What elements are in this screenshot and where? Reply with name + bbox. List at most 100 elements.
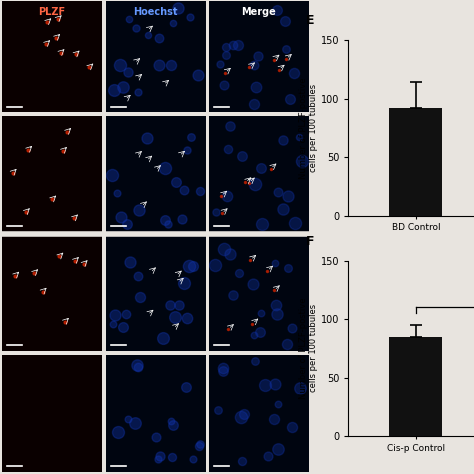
Point [167, 61, 175, 69]
Point [274, 188, 282, 196]
Point [250, 100, 257, 108]
Point [256, 328, 264, 336]
Bar [389, 108, 442, 216]
Point [189, 455, 196, 462]
Text: Hoechst: Hoechst [133, 7, 177, 17]
Point [283, 340, 291, 348]
Point [115, 428, 122, 436]
Point [108, 172, 116, 179]
Point [161, 217, 169, 224]
Point [223, 192, 230, 200]
Point [166, 301, 173, 309]
Point [229, 292, 237, 299]
Point [220, 246, 228, 253]
Point [264, 452, 272, 460]
Point [164, 220, 172, 228]
Point [194, 72, 202, 79]
Bar [389, 337, 442, 436]
Point [235, 270, 243, 277]
Text: Merge: Merge [241, 7, 276, 17]
Point [237, 413, 245, 421]
Point [189, 262, 197, 270]
Point [274, 400, 282, 408]
Point [125, 415, 132, 423]
Point [250, 61, 257, 69]
Point [257, 309, 264, 317]
Point [284, 264, 292, 272]
Point [249, 281, 256, 288]
Point [212, 208, 220, 216]
Point [251, 181, 259, 188]
Point [134, 88, 142, 96]
Point [273, 301, 280, 309]
Point [250, 332, 257, 339]
Point [219, 367, 227, 374]
Point [122, 310, 130, 318]
Point [240, 410, 248, 418]
Point [287, 95, 294, 102]
Point [155, 34, 163, 41]
Point [299, 157, 306, 164]
Point [271, 380, 279, 387]
Point [222, 43, 229, 51]
Point [182, 383, 190, 391]
Point [186, 13, 193, 21]
Point [235, 41, 242, 48]
Point [270, 416, 278, 423]
Point [288, 324, 295, 331]
Point [167, 417, 175, 424]
Point [295, 133, 303, 141]
Point [272, 259, 279, 266]
Point [219, 365, 227, 372]
Point [183, 146, 191, 154]
Point [214, 406, 221, 413]
Point [238, 457, 246, 465]
Point [169, 421, 177, 429]
Point [291, 69, 298, 76]
Point [196, 187, 203, 194]
Point [227, 122, 234, 129]
Point [181, 186, 188, 194]
Point [180, 279, 188, 287]
Point [288, 423, 295, 430]
Point [297, 384, 304, 392]
Point [143, 134, 151, 141]
Point [136, 206, 143, 213]
Point [273, 310, 281, 318]
Point [195, 443, 202, 450]
Point [217, 60, 224, 68]
Point [153, 434, 160, 441]
Point [273, 7, 281, 14]
Point [261, 382, 269, 389]
Point [109, 320, 117, 328]
Point [258, 221, 266, 228]
Point [154, 455, 162, 462]
Point [274, 445, 282, 453]
Point [117, 213, 125, 221]
Point [227, 250, 234, 258]
Point [160, 334, 167, 342]
Point [220, 81, 228, 89]
Point [251, 357, 259, 365]
Point [145, 31, 152, 38]
Y-axis label: Number of PLZF-postive
cells per 100 tubules: Number of PLZF-postive cells per 100 tub… [299, 298, 318, 399]
Point [134, 273, 142, 280]
Text: PLZF: PLZF [38, 7, 65, 17]
Point [113, 189, 121, 196]
Point [155, 61, 163, 69]
Point [175, 301, 183, 309]
Point [257, 164, 265, 172]
Y-axis label: Number of PLZF-postive
cells per 100 tubules: Number of PLZF-postive cells per 100 tub… [299, 77, 318, 179]
Point [223, 52, 230, 59]
Point [280, 205, 287, 213]
Point [196, 440, 203, 447]
Point [171, 313, 179, 321]
Point [134, 363, 141, 370]
Point [161, 164, 169, 172]
Text: F: F [306, 235, 314, 247]
Point [110, 86, 118, 93]
Point [183, 314, 191, 321]
Point [224, 145, 232, 153]
Point [156, 453, 164, 460]
Point [282, 45, 290, 53]
